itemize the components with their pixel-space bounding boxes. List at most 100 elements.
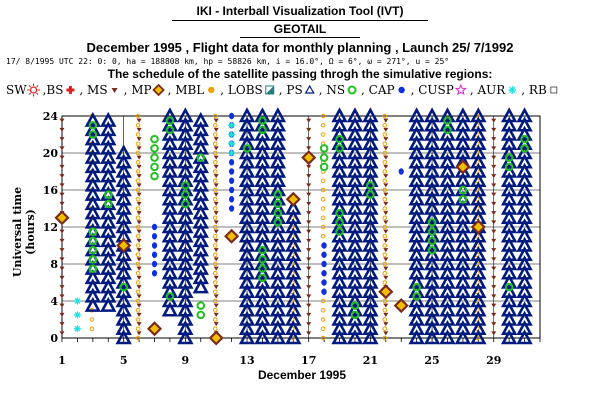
ps-marker: [439, 153, 456, 169]
mbl-marker: [135, 113, 141, 119]
mbl-marker: [135, 298, 141, 304]
ps-marker: [254, 246, 271, 262]
ps-marker: [161, 172, 179, 188]
ms-marker: [491, 220, 497, 225]
ps-marker: [331, 199, 348, 215]
ps-marker: [516, 135, 533, 151]
ps-marker: [269, 190, 287, 206]
ps-marker: [331, 190, 348, 206]
mbl-marker: [212, 113, 218, 119]
cap-marker: [229, 186, 235, 194]
ms-marker: [383, 155, 389, 160]
ps-marker: [516, 283, 533, 299]
cap-marker: [151, 260, 158, 268]
mbl-marker: [382, 215, 388, 221]
ps-marker: [516, 218, 533, 234]
ps-marker: [100, 232, 117, 248]
ps-marker: [115, 199, 132, 215]
ps-marker: [408, 153, 425, 169]
ps-marker: [470, 227, 487, 243]
ps-marker: [177, 227, 194, 243]
mbl-marker: [135, 150, 141, 156]
ps-marker: [238, 144, 256, 160]
ps-marker: [362, 199, 379, 215]
ps-marker: [238, 181, 256, 197]
ms-marker: [59, 137, 65, 142]
ps-marker: [500, 125, 518, 141]
ps-marker: [362, 107, 379, 123]
ms-marker: [59, 248, 65, 253]
ps-marker: [516, 310, 533, 326]
ps-marker: [331, 107, 348, 123]
ps-marker: [192, 185, 209, 201]
ps-marker: [161, 107, 179, 123]
ms-marker: [491, 248, 497, 253]
ps-marker: [454, 218, 472, 234]
ms-marker: [59, 155, 65, 160]
ps-marker: [192, 121, 209, 137]
day-column-18: [319, 113, 329, 341]
mbl-marker: [212, 317, 218, 322]
ps-marker: [269, 283, 287, 299]
ns-marker: [150, 144, 159, 153]
ps-marker: [84, 287, 102, 303]
ns-marker: [196, 153, 206, 162]
ps-marker: [285, 227, 302, 243]
ps-marker: [161, 162, 179, 178]
ms-marker: [59, 127, 65, 132]
triangle-up-icon: [304, 84, 315, 94]
ps-marker: [439, 264, 456, 280]
ps-marker: [177, 144, 194, 160]
mbl-marker: [382, 132, 388, 137]
ns-marker: [196, 301, 206, 310]
mp-marker: [224, 228, 240, 244]
ps-marker: [115, 264, 132, 280]
ps-marker: [100, 296, 117, 312]
ps-marker: [439, 246, 456, 262]
mbl-marker: [135, 187, 141, 193]
ns-marker: [150, 171, 159, 181]
y-tick-label: 12: [43, 221, 58, 234]
ps-marker: [346, 329, 364, 345]
ms-marker: [59, 266, 65, 271]
mbl-marker: [382, 261, 388, 267]
mbl-marker: [135, 326, 141, 332]
legend-svg: SW ,BS , MS , MP , MBL , LOBS , PS , NS , CAP , C…: [6, 83, 558, 97]
ms-marker: [136, 137, 142, 142]
ms-marker: [383, 275, 389, 280]
ps-marker: [439, 255, 456, 271]
ps-marker: [177, 172, 194, 188]
ms-marker: [383, 257, 389, 262]
ps-marker: [269, 162, 287, 178]
ps-marker: [362, 255, 379, 271]
ps-marker: [100, 269, 117, 285]
ps-marker: [423, 301, 441, 317]
ns-marker: [427, 236, 437, 246]
ps-marker: [269, 310, 287, 326]
ps-marker: [161, 292, 179, 308]
ps-marker: [115, 246, 132, 262]
ms-marker: [213, 275, 219, 280]
ps-marker: [254, 125, 271, 141]
mbl-marker: [320, 178, 326, 184]
ms-marker: [136, 331, 142, 336]
ps-marker: [362, 144, 379, 160]
mbl-marker: [320, 335, 326, 341]
ps-marker: [516, 125, 533, 141]
ps-marker: [408, 310, 425, 326]
ps-marker: [115, 190, 132, 206]
mbl-marker: [212, 159, 218, 165]
day-column-21: [362, 107, 379, 345]
ps-marker: [238, 264, 256, 280]
mbl-marker: [212, 252, 218, 258]
ps-marker: [161, 255, 179, 271]
ps-marker: [454, 227, 472, 243]
ms-marker: [213, 238, 219, 243]
ps-marker: [161, 283, 179, 299]
x-tick-label: 25: [424, 354, 439, 367]
ns-marker: [150, 134, 159, 144]
ps-marker: [516, 255, 533, 271]
ps-marker: [177, 125, 194, 141]
ps-marker: [115, 209, 132, 225]
aur-marker: [74, 325, 81, 332]
